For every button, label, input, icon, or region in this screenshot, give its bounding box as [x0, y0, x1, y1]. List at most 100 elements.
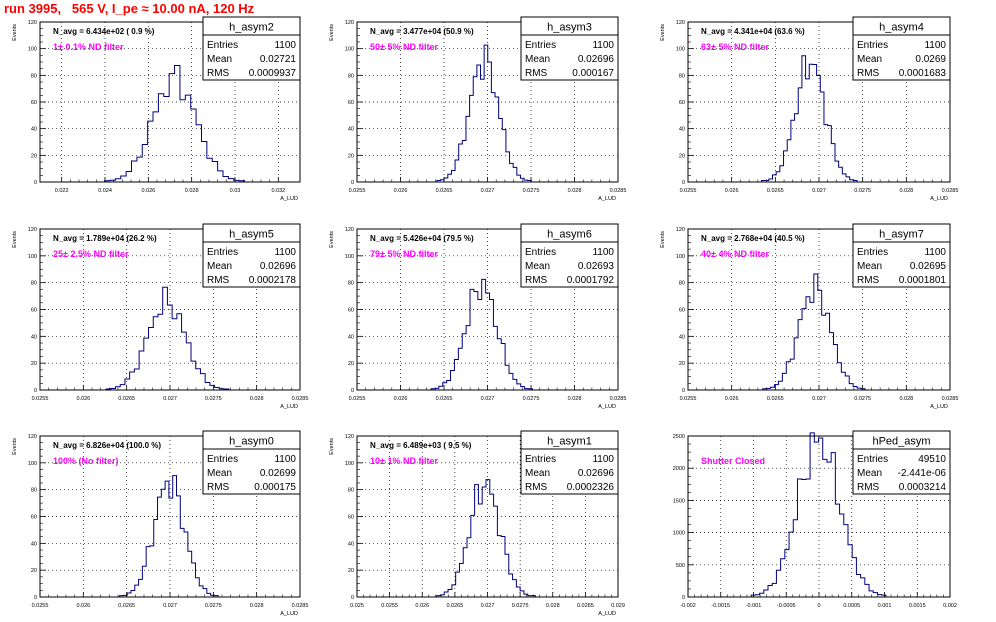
x-tick-label: 0.0275: [854, 188, 871, 194]
histogram-bin: [818, 290, 822, 390]
histogram-bin: [447, 381, 451, 390]
histogram-bin: [490, 494, 494, 597]
histogram-bin: [459, 563, 463, 597]
navg-label: N_avg = 4.341e+04 (63.6 %): [701, 27, 805, 36]
x-tick-label: 0.028: [185, 188, 199, 194]
y-tick-label: 80: [348, 281, 354, 287]
histogram-bin: [207, 158, 212, 182]
x-tick-label: 0.0265: [767, 396, 784, 402]
run-title: run 3995, 565 V, I_pe ≈ 10.00 nA, 120 Hz: [4, 1, 255, 16]
stats-entries-label: Entries: [207, 247, 238, 258]
stats-entries-label: Entries: [525, 247, 556, 258]
histogram-bin: [146, 547, 150, 597]
histogram-bin: [497, 339, 501, 390]
x-tick-label: 0.0265: [118, 603, 135, 609]
histogram-bin: [841, 372, 845, 390]
plot-h_asym2: 0.022 0.024 0.026 0.028 0.03 0.032 0 20 40 60 80 10…: [12, 16, 301, 202]
histogram-bin: [153, 317, 158, 390]
y-tick-label: 20: [348, 361, 354, 367]
navg-label: N_avg = 6.489e+03 ( 9.5 %): [370, 441, 472, 450]
stats-mean-label: Mean: [525, 54, 550, 65]
histogram-bin: [158, 94, 163, 182]
histogram-bin: [164, 97, 169, 182]
y-tick-label: 0: [682, 388, 685, 394]
histogram-bin: [494, 506, 498, 597]
y-tick-label: 100: [345, 461, 354, 467]
histogram-bin: [180, 100, 185, 182]
stats-entries-value: 1100: [592, 454, 614, 465]
stats-rms-label: RMS: [207, 275, 230, 286]
stats-box: h_asym1 Entries 1100 Mean 0.02696 RMS 0.000232…: [520, 430, 619, 495]
x-tick-label: 0.001: [878, 603, 892, 609]
y-tick-label: 80: [31, 488, 37, 494]
y-tick-label: 20: [31, 361, 37, 367]
histogram-bars: [437, 480, 536, 597]
x-tick-label: 0.026: [76, 396, 90, 402]
x-axis-label: A_LUD: [280, 404, 298, 410]
stats-rms-value: 0.0001792: [567, 275, 615, 286]
x-axis-label: A_LUD: [598, 611, 616, 617]
y-tick-label: 80: [31, 73, 37, 79]
histogram-bin: [132, 161, 137, 182]
histogram-bin: [493, 326, 497, 390]
x-tick-label: 0.026: [141, 188, 155, 194]
histogram-bin: [822, 315, 826, 390]
histogram-bin: [827, 462, 831, 597]
histogram-bin: [802, 309, 806, 390]
histogram-bin: [790, 359, 794, 390]
histogram-bin: [517, 384, 521, 390]
stats-box-title: h_asym4: [879, 22, 924, 34]
stats-rms-value: 0.000175: [254, 482, 296, 493]
x-axis-label: A_LUD: [598, 404, 616, 410]
x-tick-label: 0.0255: [381, 603, 398, 609]
histogram-bin: [785, 550, 789, 597]
filter-label: 50± 5% ND filter: [370, 42, 438, 52]
filter-label: 25± 2.5% ND filter: [53, 249, 129, 259]
histogram-bin: [443, 383, 447, 390]
y-tick-label: 100: [676, 47, 685, 53]
histogram-bin: [814, 274, 818, 390]
histogram-bin: [153, 112, 158, 182]
histogram-bin: [127, 593, 131, 597]
x-tick-label: 0.0255: [680, 188, 697, 194]
x-tick-label: 0.0255: [32, 603, 49, 609]
histogram-line: [742, 432, 899, 598]
y-axis-label: Events: [660, 24, 666, 41]
x-tick-label: 0.0275: [205, 396, 222, 402]
histogram-bin: [477, 65, 481, 182]
histogram-bin: [819, 438, 823, 597]
navg-label: N_avg = 6.826e+04 (100.0 %): [53, 441, 161, 450]
histogram-bin: [144, 338, 149, 390]
x-tick-label: 0.028: [899, 396, 913, 402]
histogram-bin: [844, 525, 848, 597]
histogram-bin: [835, 161, 839, 182]
navg-label: N_avg = 6.434e+02 ( 0.9 %): [53, 27, 155, 36]
histogram-bin: [823, 459, 827, 597]
stats-mean-value: 0.02693: [578, 261, 615, 272]
x-tick-label: 0.0255: [349, 188, 366, 194]
stats-mean-label: Mean: [525, 261, 550, 272]
y-tick-label: 80: [348, 73, 354, 79]
histogram-bin: [172, 319, 177, 390]
x-tick-label: 0.0255: [32, 396, 49, 402]
x-tick-label: 0.0265: [436, 396, 453, 402]
histogram-bin: [488, 62, 492, 182]
histogram-bin: [191, 109, 196, 182]
y-axis-label: Events: [329, 438, 335, 455]
y-tick-label: 80: [348, 488, 354, 494]
y-tick-label: 120: [28, 227, 37, 233]
x-tick-label: 0.0285: [942, 396, 959, 402]
histogram-bin: [120, 385, 125, 390]
y-tick-label: 100: [28, 461, 37, 467]
filter-label: 100% (No filter): [53, 456, 119, 466]
x-tick-label: 0.027: [163, 396, 177, 402]
stats-rms-value: 0.0001683: [899, 68, 947, 79]
histogram-bin: [207, 593, 211, 597]
filter-label: Shutter Closed: [701, 456, 765, 466]
x-tick-label: 0.0275: [523, 188, 540, 194]
stats-rms-label: RMS: [525, 275, 548, 286]
y-tick-label: 100: [676, 254, 685, 260]
y-tick-label: 2000: [673, 466, 685, 472]
histogram-bin: [813, 65, 817, 182]
stats-entries-label: Entries: [857, 247, 888, 258]
